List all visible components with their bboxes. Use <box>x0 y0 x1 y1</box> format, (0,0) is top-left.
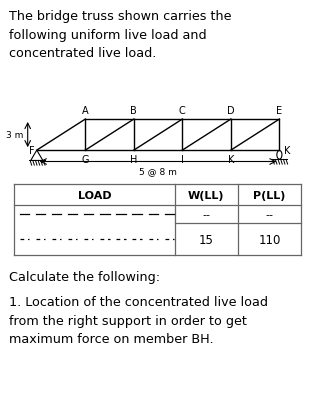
Text: B: B <box>131 106 137 116</box>
Text: 3 m: 3 m <box>6 131 24 140</box>
Text: The bridge truss shown carries the
following uniform live load and
concentrated : The bridge truss shown carries the follo… <box>9 10 232 60</box>
Text: A: A <box>82 106 89 116</box>
Text: F: F <box>29 146 35 156</box>
Text: 5 @ 8 m: 5 @ 8 m <box>139 166 177 175</box>
Text: Calculate the following:: Calculate the following: <box>9 271 161 283</box>
Text: 15: 15 <box>199 233 214 246</box>
Text: LOAD: LOAD <box>78 190 111 200</box>
Text: E: E <box>276 106 282 116</box>
Text: P(LL): P(LL) <box>253 190 286 200</box>
Text: C: C <box>179 106 186 116</box>
Text: W(LL): W(LL) <box>188 190 225 200</box>
Text: 1. Location of the concentrated live load
from the right support in order to get: 1. Location of the concentrated live loa… <box>9 295 268 345</box>
Text: H: H <box>130 154 138 164</box>
Text: D: D <box>227 106 235 116</box>
Text: --: -- <box>265 210 273 220</box>
Text: G: G <box>82 154 89 164</box>
Text: K: K <box>228 154 234 164</box>
Text: --: -- <box>202 210 210 220</box>
Text: K: K <box>284 146 291 156</box>
Text: 110: 110 <box>258 233 281 246</box>
Text: I: I <box>181 154 184 164</box>
